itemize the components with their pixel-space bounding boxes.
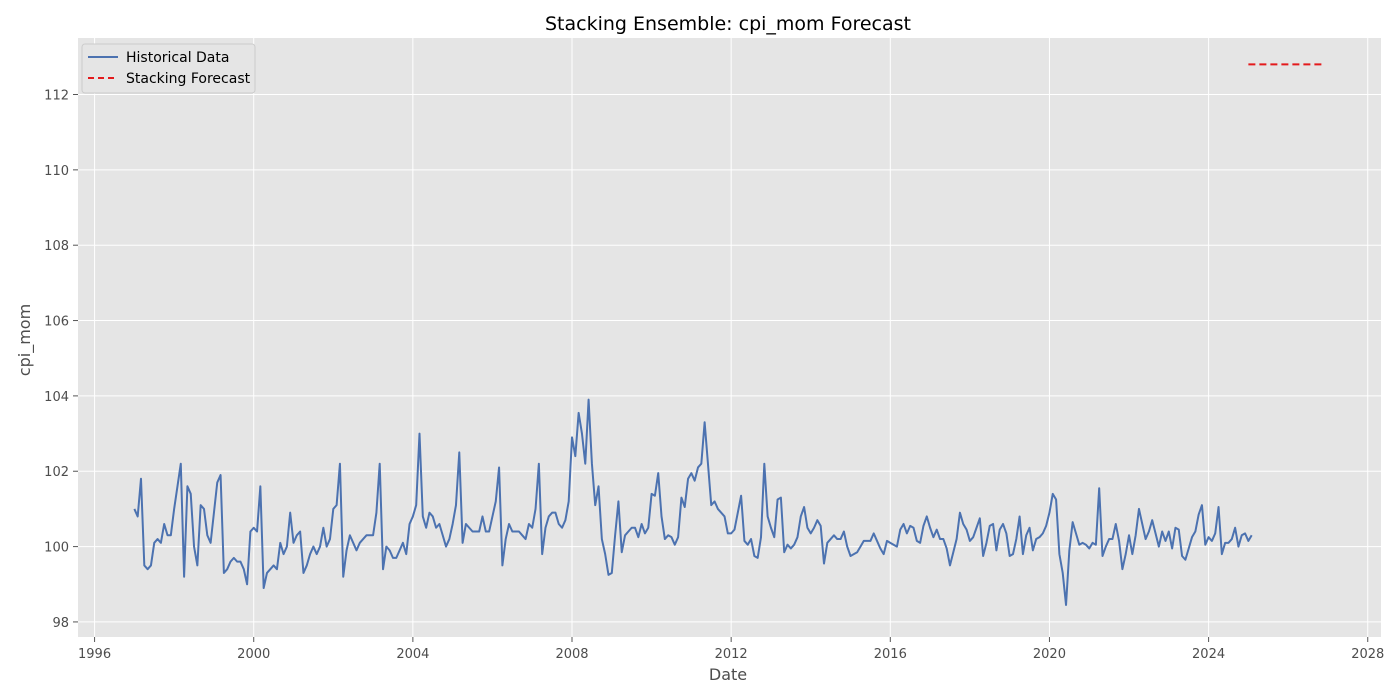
x-tick-label: 2000	[237, 647, 270, 662]
x-tick-label: 2028	[1351, 647, 1384, 662]
legend-box	[81, 43, 256, 94]
x-tick-label: 2008	[555, 647, 588, 662]
series-line-historical	[133, 398, 1253, 606]
x-tick-label: 1996	[78, 647, 111, 662]
x-tick-label: 2016	[874, 647, 907, 662]
legend: Historical Data Stacking Forecast	[81, 43, 256, 94]
legend-label-forecast: Stacking Forecast	[126, 71, 251, 87]
y-tick-label: 110	[44, 164, 69, 179]
x-axis-label: Date	[709, 665, 747, 684]
y-tick-label: 104	[44, 390, 69, 405]
grid-lines	[78, 38, 1381, 637]
y-axis-label: cpi_mom	[15, 304, 35, 376]
plot-area	[78, 38, 1381, 637]
y-axis: 98 100 102 104 106 108 110 112	[44, 89, 78, 631]
legend-label-historical: Historical Data	[126, 50, 229, 66]
x-tick-label: 2012	[715, 647, 748, 662]
x-tick-label: 2024	[1192, 647, 1225, 662]
series-layer	[133, 63, 1325, 606]
y-tick-label: 108	[44, 239, 69, 254]
y-tick-label: 102	[44, 465, 69, 480]
chart-title: Stacking Ensemble: cpi_mom Forecast	[545, 13, 911, 35]
x-tick-label: 2020	[1033, 647, 1066, 662]
x-axis: 1996 2000 2004 2008 2012 2016 2020 2024 2028	[78, 637, 1384, 662]
y-tick-label: 106	[44, 315, 69, 330]
y-tick-label: 100	[44, 541, 69, 556]
y-tick-label: 112	[44, 89, 69, 104]
x-tick-label: 2004	[396, 647, 429, 662]
y-tick-label: 98	[52, 616, 69, 631]
